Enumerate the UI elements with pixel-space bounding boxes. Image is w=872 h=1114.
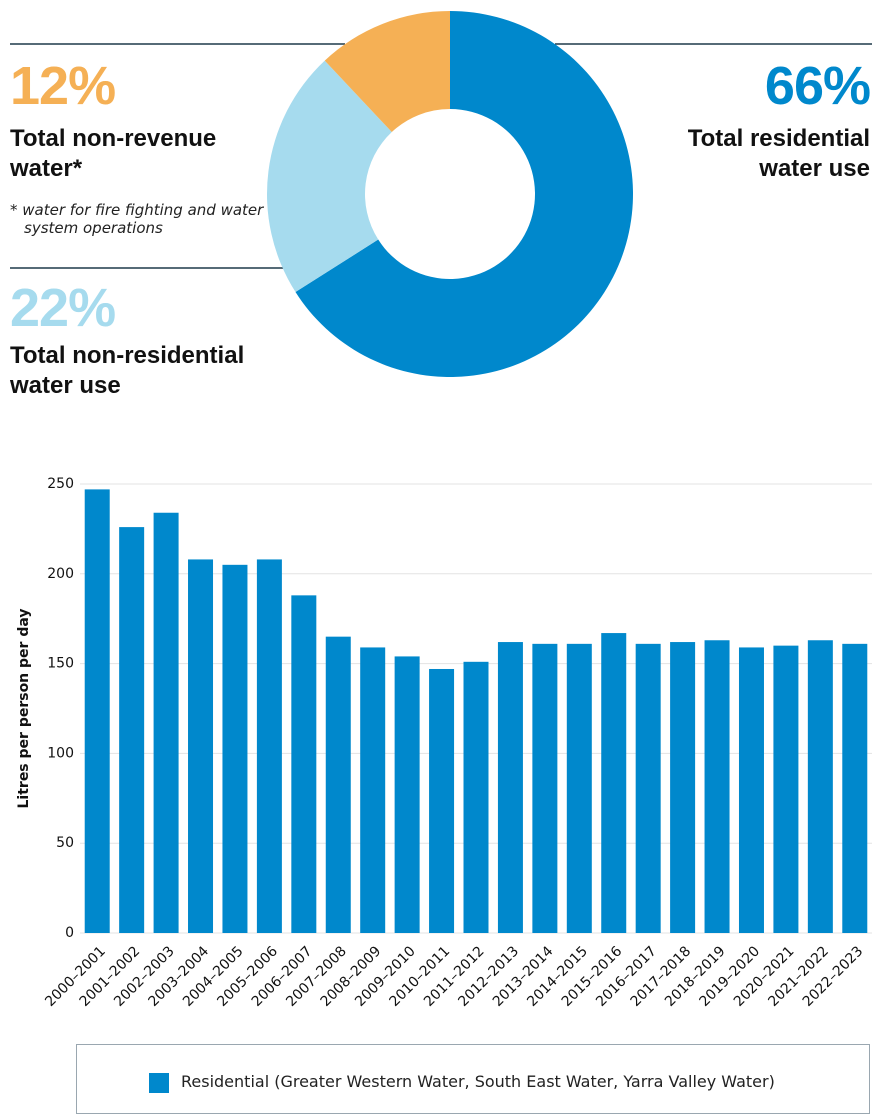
y-tick-label: 200 bbox=[47, 566, 74, 582]
category-label: Total residential water use bbox=[687, 125, 870, 182]
category-label: Total non-revenue water* bbox=[10, 125, 217, 182]
value-label: 22% bbox=[10, 278, 116, 338]
bar bbox=[153, 512, 179, 933]
bar bbox=[532, 643, 558, 933]
bar bbox=[704, 640, 730, 933]
bar bbox=[291, 595, 317, 933]
bar bbox=[601, 633, 627, 933]
bar bbox=[566, 643, 592, 933]
bar bbox=[635, 643, 661, 933]
y-tick-label: 50 bbox=[56, 835, 74, 851]
bar bbox=[773, 645, 799, 933]
legend-swatch bbox=[149, 1073, 169, 1093]
bar bbox=[256, 559, 282, 933]
y-tick-label: 0 bbox=[65, 925, 74, 941]
bar bbox=[670, 642, 696, 933]
bar bbox=[188, 559, 214, 933]
bar bbox=[325, 636, 351, 933]
y-tick-label: 150 bbox=[47, 656, 74, 672]
value-label: 66% bbox=[764, 56, 871, 116]
y-tick-label: 100 bbox=[47, 745, 74, 761]
bar bbox=[84, 489, 110, 933]
bar bbox=[119, 527, 145, 933]
category-label: Total non-residential water use bbox=[10, 342, 245, 399]
donut-segment bbox=[267, 60, 392, 293]
bar bbox=[394, 656, 420, 933]
donut-segment bbox=[324, 11, 450, 133]
bar bbox=[463, 661, 489, 933]
legend: Residential (Greater Western Water, Sout… bbox=[76, 1044, 870, 1114]
donut-segment bbox=[295, 11, 633, 378]
value-label: 12% bbox=[10, 56, 116, 116]
bar bbox=[497, 642, 523, 933]
bar bbox=[738, 647, 764, 933]
annotation: * water for fire fighting and water syst… bbox=[10, 201, 264, 237]
bar bbox=[360, 647, 386, 933]
legend-label: Residential (Greater Western Water, Sout… bbox=[181, 1072, 775, 1091]
bar bbox=[429, 668, 455, 933]
bar bbox=[807, 640, 833, 933]
y-axis-title: Litres per person per day bbox=[16, 609, 32, 809]
bar bbox=[842, 643, 868, 933]
y-tick-label: 250 bbox=[47, 476, 74, 492]
bar bbox=[222, 564, 248, 933]
